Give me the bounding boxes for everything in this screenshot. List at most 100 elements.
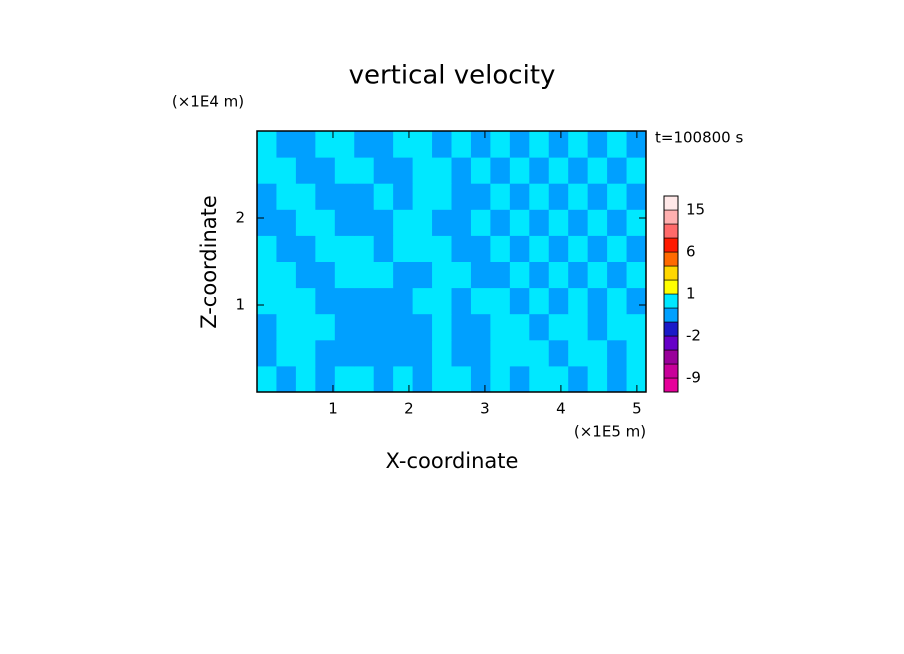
contour-cell — [393, 209, 414, 236]
contour-cell — [451, 131, 472, 158]
contour-cell — [548, 287, 569, 315]
x-tick-label: 1 — [328, 400, 338, 418]
contour-cell — [470, 131, 491, 158]
contour-cell — [509, 209, 530, 236]
contour-cell — [490, 209, 511, 236]
contour-cell — [432, 183, 452, 210]
colorbar-tick-label: 6 — [686, 243, 696, 261]
contour-cell — [470, 235, 491, 262]
contour-cell — [587, 157, 608, 184]
contour-cell — [490, 157, 511, 184]
contour-cell — [529, 365, 550, 393]
contour-cell — [548, 365, 569, 393]
contour-cell — [451, 209, 472, 236]
contour-cell — [607, 235, 628, 262]
y-unit: (×1E4 m) — [172, 93, 244, 111]
contour-cell — [451, 339, 472, 367]
contour-cell — [334, 235, 355, 262]
contour-cell — [432, 209, 452, 236]
contour-cell — [412, 287, 433, 315]
contour-cell — [626, 183, 647, 210]
contour-cell — [354, 287, 375, 315]
contour-cell — [295, 365, 316, 393]
contour-cell — [568, 365, 589, 393]
x-tick-label: 3 — [480, 400, 490, 418]
contour-cell — [548, 313, 569, 341]
contour-cell — [587, 365, 608, 393]
contour-cell — [276, 131, 297, 158]
contour-cell — [354, 261, 375, 289]
colorbar-swatch — [663, 279, 679, 295]
contour-cell — [354, 235, 375, 262]
contour-cell — [393, 261, 414, 289]
contour-cell — [393, 131, 414, 158]
contour-cell — [626, 313, 647, 341]
colorbar-swatch — [663, 363, 679, 379]
contour-cell — [334, 365, 355, 393]
contour-cell — [432, 131, 452, 158]
contour-cell — [490, 261, 511, 289]
contour-cell — [393, 313, 414, 341]
contour-cell — [451, 261, 472, 289]
chart-title: vertical velocity — [349, 61, 556, 91]
contour-cell — [568, 261, 589, 289]
contour-cell — [334, 209, 355, 236]
contour-cell — [373, 131, 394, 158]
contour-cell — [393, 339, 414, 367]
contour-cell — [529, 209, 550, 236]
contour-cell — [354, 131, 375, 158]
contour-cell — [295, 183, 316, 210]
contour-cell — [257, 209, 277, 236]
contour-cell — [568, 131, 589, 158]
colorbar-swatch — [663, 251, 679, 267]
contour-cell — [548, 183, 569, 210]
colorbar-swatch — [663, 293, 679, 309]
contour-cell — [257, 183, 277, 210]
contour-cell — [548, 131, 569, 158]
contour-cell — [334, 261, 355, 289]
contour-cell — [548, 235, 569, 262]
contour-cell — [412, 157, 433, 184]
colorbar-swatch — [663, 209, 679, 225]
contour-cell — [295, 235, 316, 262]
contour-cell — [295, 209, 316, 236]
colorbar-swatch — [663, 237, 679, 253]
contour-cell — [257, 313, 277, 341]
contour-cell — [509, 131, 530, 158]
contour-cell — [373, 287, 394, 315]
contour-cell — [295, 287, 316, 315]
contour-cell — [276, 313, 297, 341]
contour-cell — [315, 183, 336, 210]
contour-cell — [626, 235, 647, 262]
contour-cell — [607, 313, 628, 341]
contour-cell — [470, 287, 491, 315]
contour-cell — [529, 313, 550, 341]
contour-cell — [393, 157, 414, 184]
contour-cell — [373, 209, 394, 236]
contour-cell — [354, 365, 375, 393]
contour-cell — [470, 183, 491, 210]
contour-cell — [334, 339, 355, 367]
contour-cell — [432, 157, 452, 184]
contour-cell — [587, 235, 608, 262]
x-axis-label: X-coordinate — [386, 449, 519, 473]
contour-cell — [432, 313, 452, 341]
contour-cell — [412, 261, 433, 289]
contour-cell — [295, 313, 316, 341]
contour-cell — [529, 157, 550, 184]
contour-cell — [315, 287, 336, 315]
contour-cell — [509, 313, 530, 341]
contour-cell — [490, 287, 511, 315]
contour-cell — [626, 209, 647, 236]
colorbar-swatch — [663, 265, 679, 281]
contour-cell — [607, 183, 628, 210]
contour-cell — [529, 287, 550, 315]
contour-cell — [276, 365, 297, 393]
contour-cell — [373, 235, 394, 262]
contour-cell — [548, 261, 569, 289]
contour-cell — [315, 157, 336, 184]
colorbar-tick-label: -2 — [686, 327, 701, 345]
contour-cell — [470, 313, 491, 341]
contour-cell — [607, 339, 628, 367]
